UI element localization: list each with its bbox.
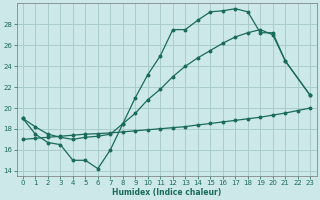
X-axis label: Humidex (Indice chaleur): Humidex (Indice chaleur) bbox=[112, 188, 221, 197]
